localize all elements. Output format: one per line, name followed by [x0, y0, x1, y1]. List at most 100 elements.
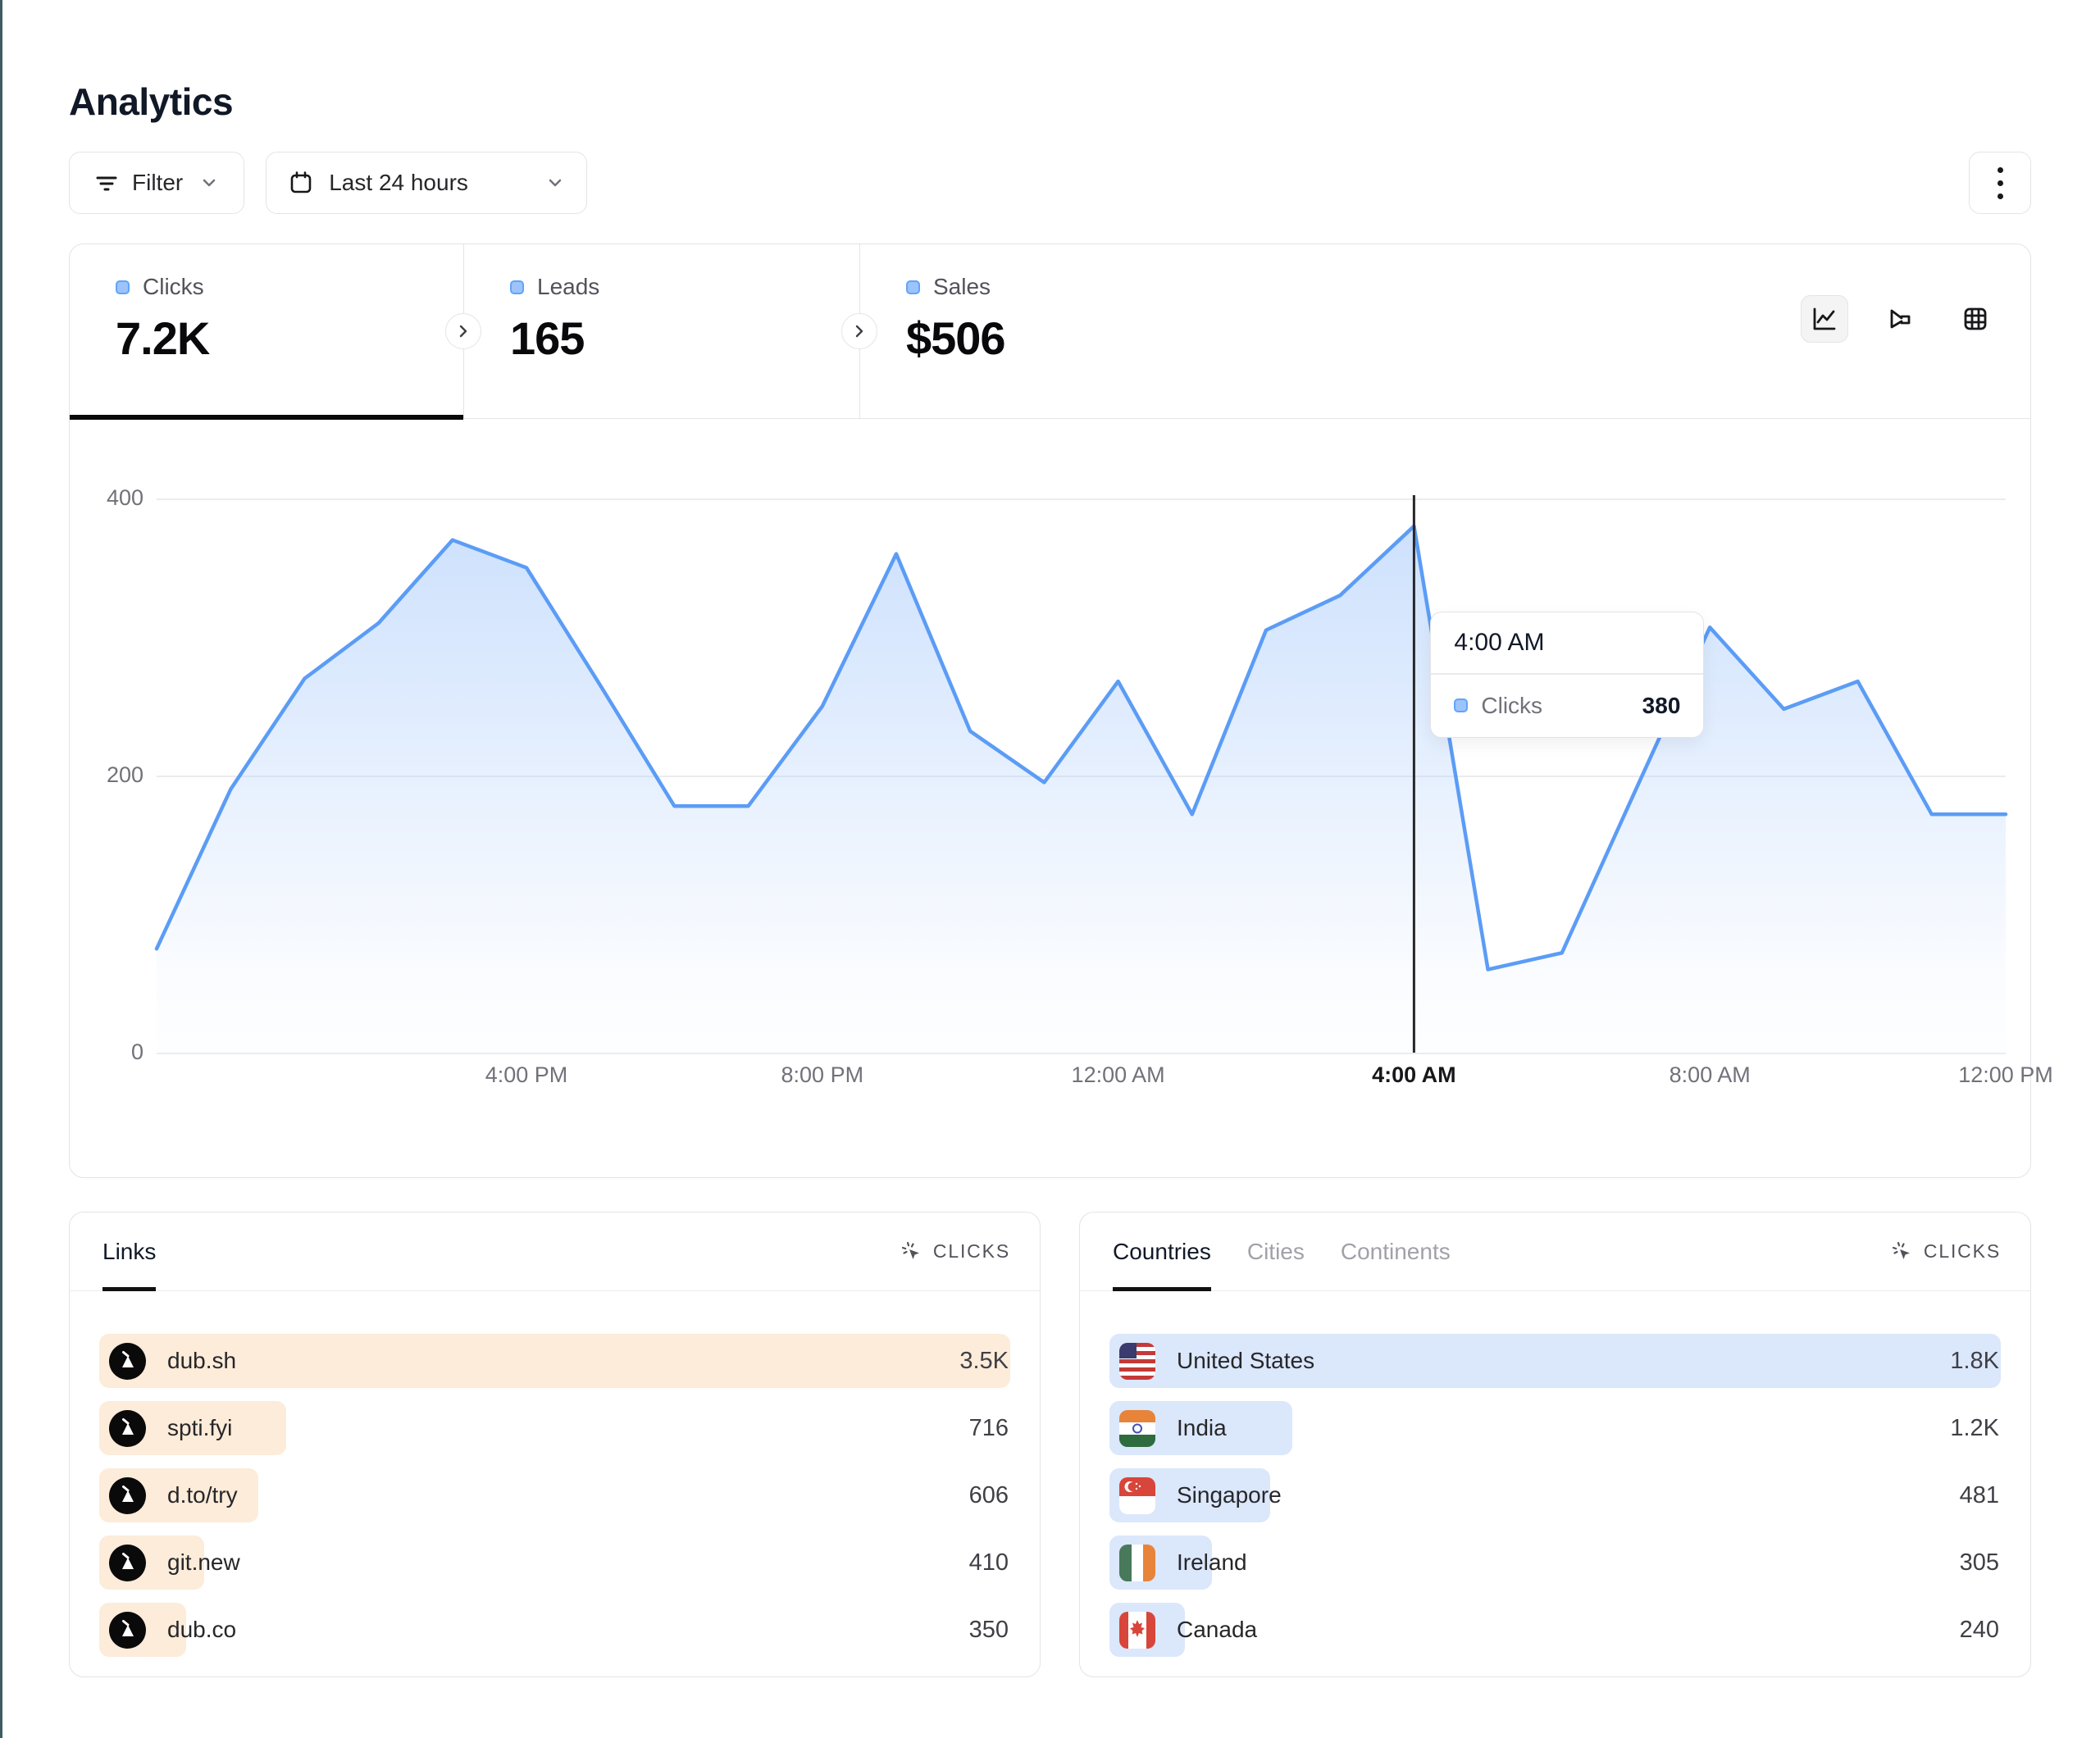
stats-row: Clicks 7.2K Leads 165 Sales $506 — [70, 244, 2030, 420]
filter-label: Filter — [132, 170, 184, 195]
calendar-icon — [290, 171, 312, 193]
item-value: 3.5K — [959, 1347, 1009, 1374]
window-edge — [0, 0, 2, 1738]
grid-icon — [1964, 307, 1987, 330]
stat-clicks[interactable]: Clicks 7.2K — [70, 244, 463, 418]
flag-ie-icon — [1119, 1544, 1155, 1581]
item-value: 240 — [1959, 1616, 1999, 1643]
cursor-click-icon — [1892, 1241, 1910, 1259]
x-axis-tick: 8:00 PM — [781, 1062, 864, 1087]
tab-countries[interactable]: Countries — [1113, 1213, 1211, 1291]
clicks-swatch-icon — [116, 280, 130, 294]
page-title: Analytics — [69, 80, 234, 123]
area-fill — [157, 525, 2006, 1053]
funnel-chart-toggle[interactable] — [1876, 295, 1924, 343]
filter-button[interactable]: Filter — [69, 152, 245, 214]
cursor-click-icon — [901, 1241, 919, 1259]
tooltip-time: 4:00 AM — [1454, 629, 1545, 656]
countries-metric-selector[interactable]: CLICKS — [1891, 1240, 2001, 1263]
list-item[interactable]: d.to/try 606 — [99, 1468, 1010, 1522]
active-stat-indicator — [70, 415, 463, 420]
chart-svg — [154, 495, 2008, 1053]
list-item[interactable]: dub.sh 3.5K — [99, 1334, 1010, 1388]
item-label: dub.sh — [167, 1348, 237, 1373]
item-value: 305 — [1959, 1549, 1999, 1576]
more-options-button[interactable] — [1969, 152, 2031, 214]
tooltip-series-label: Clicks — [1481, 692, 1543, 718]
countries-metric-label: CLICKS — [1923, 1240, 2001, 1262]
stat-clicks-label: Clicks — [143, 274, 204, 299]
y-axis-tick: 0 — [130, 1040, 143, 1064]
links-metric-label: CLICKS — [932, 1240, 1010, 1262]
item-value: 606 — [968, 1481, 1009, 1508]
stat-sales[interactable]: Sales $506 — [859, 244, 1319, 418]
item-label: d.to/try — [167, 1482, 238, 1508]
sales-swatch-icon — [906, 280, 920, 294]
dub-logo-icon — [109, 1409, 146, 1447]
list-item[interactable]: Canada 240 — [1109, 1603, 2001, 1657]
item-value: 716 — [968, 1414, 1009, 1441]
stat-leads-value: 165 — [510, 312, 585, 364]
item-value: 350 — [968, 1616, 1009, 1643]
links-list: dub.sh 3.5K spti.fyi 716 d.to/try 606 git.new 4… — [99, 1334, 1010, 1670]
x-axis-tick: 12:00 PM — [1958, 1062, 2053, 1087]
links-metric-selector[interactable]: CLICKS — [900, 1240, 1010, 1263]
list-item[interactable]: United States 1.8K — [1109, 1334, 2001, 1388]
dub-logo-icon — [109, 1342, 146, 1380]
x-axis-tick: 8:00 AM — [1669, 1062, 1751, 1087]
date-range-label: Last 24 hours — [329, 170, 468, 195]
stat-clicks-value: 7.2K — [116, 312, 210, 364]
list-item[interactable]: Singapore 481 — [1109, 1468, 2001, 1522]
countries-panel: Countries Cities Continents CLICKS United … — [1079, 1212, 2031, 1677]
expand-leads-button[interactable] — [445, 313, 481, 349]
list-item[interactable]: spti.fyi 716 — [99, 1401, 1010, 1455]
list-item[interactable]: dub.co 350 — [99, 1603, 1010, 1657]
item-label: United States — [1177, 1348, 1315, 1373]
chevron-right-icon — [855, 325, 863, 338]
list-item[interactable]: git.new 410 — [99, 1536, 1010, 1590]
list-item[interactable]: Ireland 305 — [1109, 1536, 2001, 1590]
flag-sg-icon — [1119, 1476, 1155, 1514]
x-axis-tick: 4:00 PM — [485, 1062, 568, 1087]
geo-tabs: Countries Cities Continents — [1113, 1213, 1451, 1291]
stat-leads[interactable]: Leads 165 — [463, 244, 859, 418]
stat-sales-label: Sales — [933, 274, 991, 299]
table-view-toggle[interactable] — [1952, 295, 1999, 343]
list-item[interactable]: India 1.2K — [1109, 1401, 2001, 1455]
stat-sales-value: $506 — [906, 312, 1006, 364]
flag-ca-icon — [1119, 1611, 1155, 1649]
tab-cities[interactable]: Cities — [1246, 1238, 1305, 1264]
item-value: 1.2K — [1950, 1414, 1999, 1441]
item-label: India — [1177, 1415, 1227, 1440]
date-range-button[interactable]: Last 24 hours — [266, 152, 588, 214]
tab-links[interactable]: Links — [102, 1213, 157, 1291]
item-value: 410 — [968, 1549, 1009, 1576]
line-chart-icon — [1813, 307, 1836, 330]
chart-type-toggles — [1801, 295, 1999, 343]
filter-icon — [96, 176, 117, 191]
value-bar — [99, 1334, 1010, 1388]
line-chart-toggle[interactable] — [1801, 295, 1848, 343]
dub-logo-icon — [109, 1544, 146, 1581]
chevron-down-icon — [203, 179, 216, 187]
chevron-right-icon — [459, 325, 467, 338]
tab-continents[interactable]: Continents — [1340, 1238, 1451, 1264]
countries-list: United States 1.8K India 1.2K Singapore 481 Ir… — [1109, 1334, 2001, 1670]
flag-us-icon — [1119, 1342, 1155, 1380]
expand-sales-button[interactable] — [841, 313, 877, 349]
leads-swatch-icon — [510, 280, 524, 294]
links-panel: Links CLICKS dub.sh 3.5K spti.fyi 716 d.to/t… — [69, 1212, 1041, 1677]
tooltip-series-swatch-icon — [1454, 698, 1469, 712]
gridline — [157, 1053, 2006, 1054]
item-label: spti.fyi — [167, 1415, 233, 1440]
x-axis-tick: 12:00 AM — [1071, 1062, 1165, 1087]
y-axis-tick: 400 — [106, 485, 143, 510]
item-label: Singapore — [1177, 1482, 1282, 1508]
x-axis-tick: 4:00 AM — [1372, 1062, 1456, 1087]
tooltip-value: 380 — [1642, 692, 1681, 718]
item-value: 1.8K — [1950, 1347, 1999, 1374]
flag-in-icon — [1119, 1409, 1155, 1447]
item-label: git.new — [167, 1549, 240, 1575]
kebab-icon — [1997, 166, 2003, 173]
